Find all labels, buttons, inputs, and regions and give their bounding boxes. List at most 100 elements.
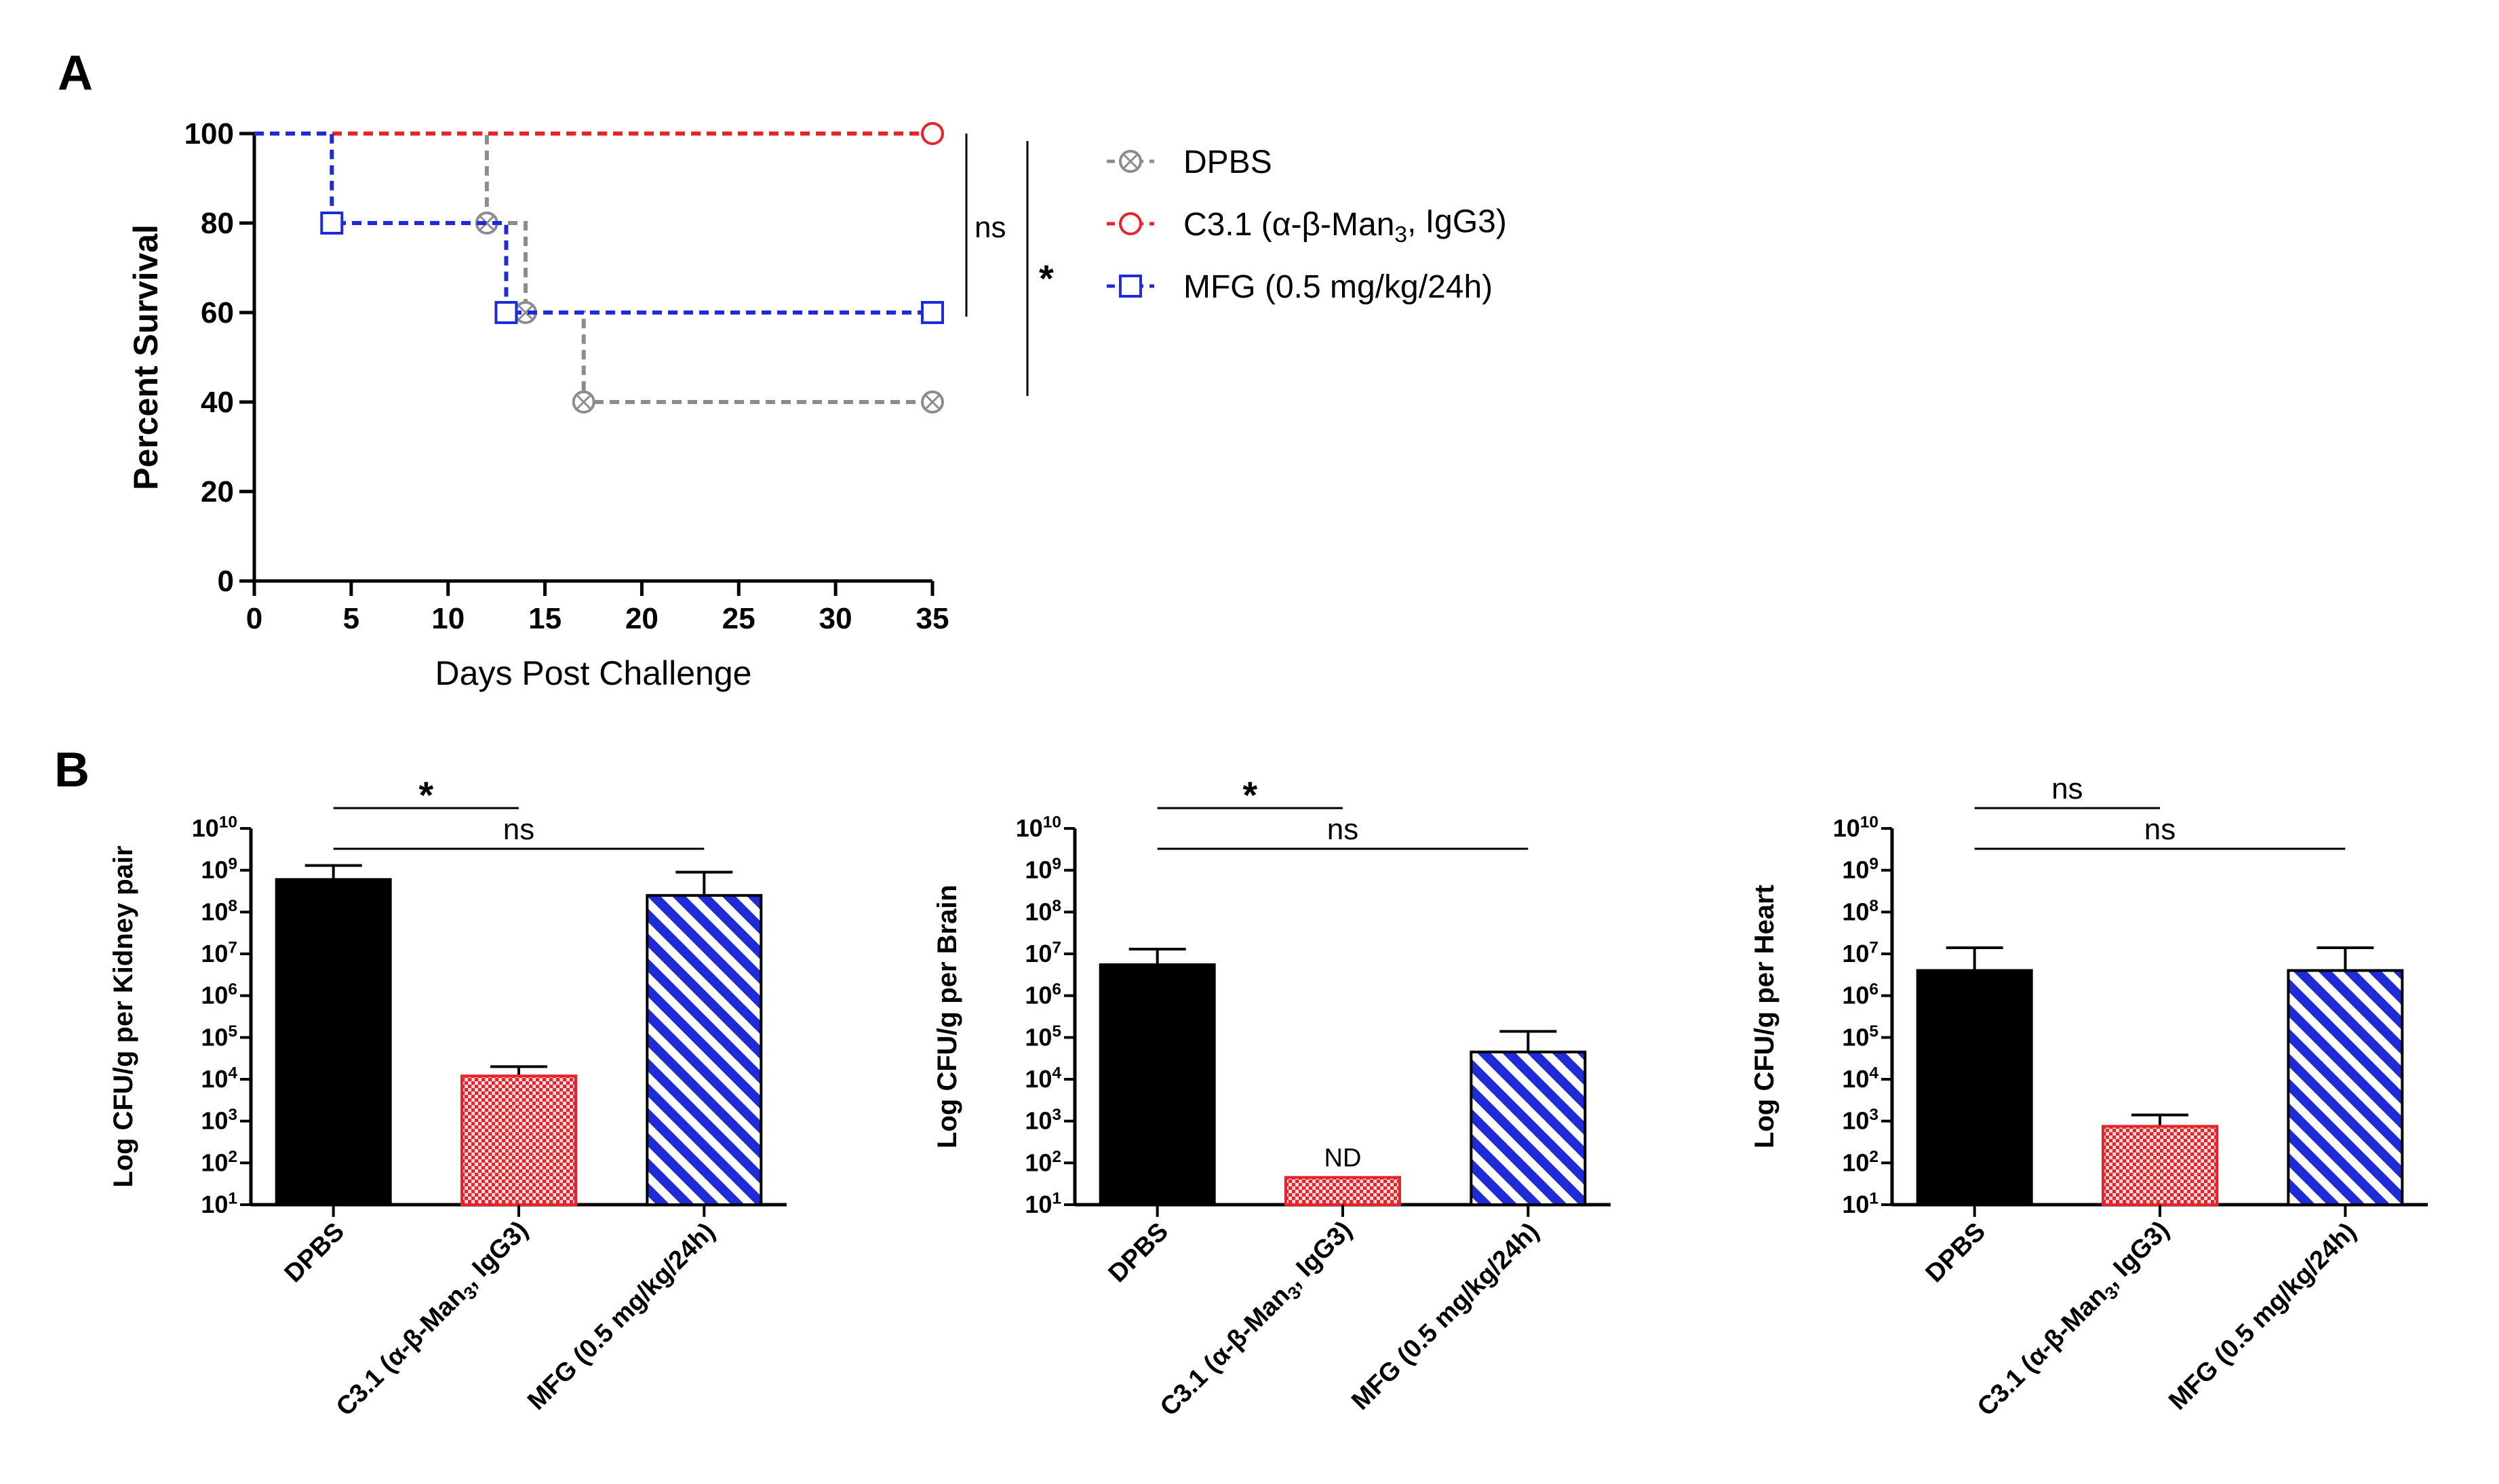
- legend-marker-mfg: [1119, 275, 1142, 298]
- y-tick-label: 107: [201, 939, 237, 967]
- category-label-dpbs: DPBS: [1921, 1218, 1991, 1288]
- y-tick-label: 0: [218, 565, 234, 598]
- series-point-c31: [921, 122, 944, 145]
- y-axis-title: Log CFU/g per Heart: [1750, 885, 1779, 1148]
- x-tick-label: 25: [722, 602, 755, 635]
- y-tick-label: 103: [1842, 1106, 1878, 1134]
- y-tick-label: 60: [201, 296, 234, 329]
- legend-marker-c31: [1119, 212, 1142, 235]
- legend-label-c31: C3.1 (α-β-Man3, IgG3): [1183, 204, 1507, 247]
- y-tick-label: 107: [1842, 939, 1878, 967]
- y-tick-label: 103: [201, 1106, 237, 1134]
- comparison-label: *: [418, 774, 433, 816]
- y-tick-label: 100: [184, 117, 234, 151]
- y-tick-label: 1010: [1016, 814, 1061, 842]
- comparison-label: ns: [2144, 813, 2176, 846]
- y-tick-label: 104: [1842, 1064, 1878, 1093]
- y-tick-label: 109: [201, 855, 237, 883]
- y-tick-label: 101: [1025, 1190, 1061, 1218]
- y-tick-label: 102: [201, 1148, 237, 1176]
- y-tick-label: 101: [1842, 1190, 1878, 1218]
- bar-mfg: [646, 894, 763, 1206]
- y-tick-label: 80: [201, 207, 234, 240]
- heart-bar-chart: 101 102 103 104 105 106 107 108 109 1010 Log CFU/g…: [1750, 772, 2428, 1424]
- x-tick-label: 30: [819, 602, 852, 635]
- y-tick-label: 105: [201, 1022, 237, 1051]
- y-tick-label: 105: [1025, 1022, 1061, 1051]
- y-tick-label: 107: [1025, 939, 1061, 967]
- y-axis-title: Log CFU/g per Brain: [932, 885, 962, 1148]
- category-label-c31: C3.1 (α-β-Man3, IgG3): [1970, 1216, 2178, 1424]
- category-label-c31: C3.1 (α-β-Man3, IgG3): [329, 1216, 537, 1424]
- y-tick-label: 108: [1025, 897, 1061, 925]
- y-tick-label: 20: [201, 475, 234, 508]
- y-tick-label: 104: [1025, 1064, 1061, 1093]
- series-point-dpbs-cross: [517, 304, 534, 321]
- category-label-dpbs: DPBS: [1103, 1218, 1174, 1288]
- y-tick-label: 105: [1842, 1022, 1878, 1051]
- comparison-label: ns: [503, 813, 534, 846]
- sig-label-ns: ns: [975, 211, 1006, 244]
- y-tick-label: 40: [201, 386, 234, 419]
- panel-a-letter: A: [58, 46, 93, 100]
- y-tick-label: 102: [1025, 1148, 1061, 1176]
- comparison-label: ns: [1327, 813, 1358, 846]
- legend-label-mfg: MFG (0.5 mg/kg/24h): [1183, 269, 1493, 305]
- y-tick-label: 109: [1025, 855, 1061, 883]
- series-point-dpbs-cross: [479, 215, 495, 231]
- category-label-mfg: MFG (0.5 mg/kg/24h): [2163, 1218, 2361, 1416]
- x-tick-label: 35: [916, 602, 949, 635]
- x-axis-title: Days Post Challenge: [435, 654, 752, 692]
- x-tick-label: 10: [431, 602, 465, 635]
- bar-dpbs: [1099, 963, 1216, 1207]
- y-tick-label: 108: [201, 897, 237, 925]
- series-point-mfg: [921, 301, 944, 324]
- comparison-label: *: [1242, 774, 1257, 816]
- brain-bar-chart: 101 102 103 104 105 106 107 108 109 1010 Log CFU/g…: [932, 774, 1611, 1424]
- x-tick-label: 0: [246, 602, 262, 635]
- annotation-nd: ND: [1324, 1144, 1362, 1173]
- category-label-c31: C3.1 (α-β-Man3, IgG3): [1153, 1216, 1361, 1424]
- y-axis-title: Log CFU/g per Kidney pair: [109, 845, 138, 1187]
- x-tick-label: 15: [528, 602, 562, 635]
- y-axis-title: Percent Survival: [127, 224, 165, 490]
- series-line-mfg: [254, 132, 932, 315]
- y-tick-label: 104: [201, 1064, 237, 1093]
- y-tick-label: 109: [1842, 855, 1878, 883]
- y-tick-label: 102: [1842, 1148, 1878, 1176]
- bar-c31: [2102, 1125, 2218, 1206]
- y-tick-label: 1010: [1833, 814, 1878, 842]
- survival-significance: ns *: [965, 134, 1054, 396]
- category-label-dpbs: DPBS: [279, 1218, 350, 1288]
- bar-c31: [1284, 1176, 1401, 1206]
- series-point-mfg: [494, 301, 518, 324]
- legend-marker-dpbs-cross: [1122, 153, 1139, 169]
- bar-dpbs: [275, 878, 392, 1206]
- survival-chart: 0 20 40 60 80 100 0 5 10 15 20 25 30 35 Days Post Chal…: [127, 117, 949, 692]
- legend-label-dpbs: DPBS: [1183, 144, 1272, 180]
- series-line-dpbs: [254, 132, 932, 404]
- bar-mfg: [1470, 1050, 1587, 1206]
- category-label-mfg: MFG (0.5 mg/kg/24h): [522, 1218, 720, 1416]
- series-point-dpbs-cross: [576, 394, 592, 410]
- y-tick-label: 1010: [192, 814, 237, 842]
- survival-legend: DPBS C3.1 (α-β-Man3, IgG3) MFG (0.5 mg/kg/…: [1107, 144, 1507, 305]
- x-tick-label: 5: [343, 602, 359, 635]
- category-label-mfg: MFG (0.5 mg/kg/24h): [1346, 1218, 1544, 1416]
- x-tick-label: 20: [625, 602, 658, 635]
- kidney-bar-chart: 101 102 103 104 105 106 107 108 109 1010 Log CFU/g…: [109, 774, 787, 1424]
- comparison-label: ns: [2051, 772, 2083, 805]
- y-tick-label: 106: [201, 980, 237, 1009]
- y-tick-label: 108: [1842, 897, 1878, 925]
- y-tick-label: 106: [1025, 980, 1061, 1009]
- bar-mfg: [2287, 969, 2404, 1207]
- y-tick-label: 103: [1025, 1106, 1061, 1134]
- series-point-dpbs-cross: [924, 394, 941, 410]
- bar-c31: [460, 1075, 577, 1207]
- series-point-mfg: [320, 212, 344, 235]
- panel-b-letter: B: [54, 743, 90, 797]
- y-tick-label: 106: [1842, 980, 1878, 1009]
- sig-label-star: *: [1039, 257, 1054, 300]
- y-tick-label: 101: [201, 1190, 237, 1218]
